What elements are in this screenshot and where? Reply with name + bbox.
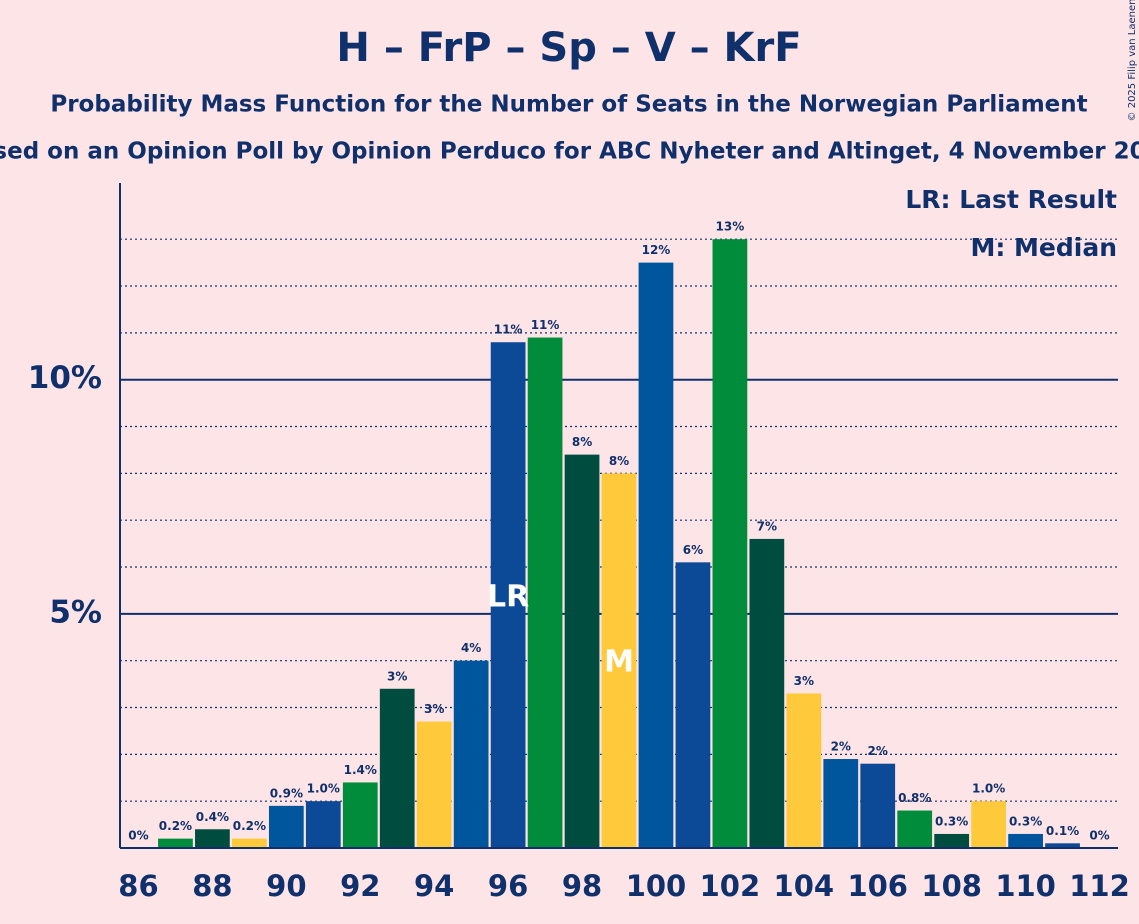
legend-entry: M: Median	[970, 233, 1117, 262]
value-label: 7%	[757, 519, 777, 533]
value-label: 0.3%	[935, 814, 968, 828]
credit: © 2025 Filip van Laenen	[1127, 0, 1138, 121]
bar	[195, 829, 230, 848]
x-tick-label: 104	[774, 869, 835, 903]
bar	[305, 801, 341, 848]
value-label: 11%	[531, 318, 560, 332]
bar	[342, 782, 378, 848]
bar	[490, 342, 526, 848]
x-tick-label: 100	[626, 869, 687, 903]
legend-entry: LR: Last Result	[905, 185, 1117, 214]
value-label: 3%	[387, 669, 407, 683]
x-tick-label: 98	[562, 869, 602, 903]
bar	[897, 810, 933, 848]
bar	[675, 562, 711, 848]
value-label: 13%	[716, 220, 745, 234]
value-label: 0.9%	[270, 786, 303, 800]
value-label: 3%	[794, 674, 814, 688]
bar	[638, 262, 674, 848]
bar	[823, 759, 859, 848]
chart-subtitle: Based on an Opinion Poll by Opinion Perd…	[0, 139, 1139, 165]
bar	[268, 805, 304, 848]
x-tick-label: 102	[700, 869, 761, 903]
x-tick-label: 86	[118, 869, 158, 903]
chart-subtitle: Probability Mass Function for the Number…	[50, 92, 1087, 118]
bar	[749, 538, 785, 848]
value-label: 0.4%	[196, 810, 229, 824]
x-tick-label: 110	[995, 869, 1056, 903]
value-label: 12%	[642, 243, 671, 257]
x-tick-label: 88	[192, 869, 232, 903]
x-tick-label: 106	[847, 869, 908, 903]
bar	[712, 239, 748, 848]
chart-title: H – FrP – Sp – V – KrF	[336, 25, 801, 71]
annotation: M	[604, 645, 634, 680]
bar	[158, 838, 193, 848]
value-label: 0%	[1089, 829, 1109, 843]
value-label: 1.0%	[972, 782, 1005, 796]
bar	[934, 833, 970, 848]
x-tick-label: 90	[266, 869, 306, 903]
y-tick-label: 10%	[28, 360, 102, 396]
bar	[453, 660, 489, 848]
bar	[564, 454, 600, 848]
bar	[1045, 843, 1080, 848]
value-label: 0.3%	[1009, 814, 1042, 828]
bar	[379, 688, 415, 848]
value-label: 0.2%	[159, 819, 192, 833]
bar	[1008, 833, 1043, 848]
x-tick-label: 112	[1069, 869, 1130, 903]
x-tick-label: 94	[414, 869, 454, 903]
value-label: 3%	[424, 702, 444, 716]
y-tick-label: 5%	[49, 594, 102, 630]
bar	[416, 721, 452, 848]
value-label: 8%	[609, 454, 629, 468]
bar	[231, 838, 267, 848]
x-tick-label: 108	[921, 869, 982, 903]
bar	[601, 473, 637, 848]
value-label: 11%	[494, 323, 523, 337]
bar	[786, 693, 822, 848]
bar	[527, 337, 563, 848]
value-label: 1.4%	[344, 763, 377, 777]
value-label: 8%	[572, 435, 592, 449]
value-label: 6%	[683, 543, 703, 557]
value-label: 0%	[128, 829, 148, 843]
value-label: 0.8%	[898, 791, 931, 805]
x-tick-label: 92	[340, 869, 380, 903]
annotation: LR	[487, 580, 529, 615]
value-label: 0.2%	[233, 819, 266, 833]
value-label: 0.1%	[1046, 824, 1079, 838]
value-label: 1.0%	[307, 782, 340, 796]
bar	[860, 763, 896, 848]
bar	[971, 801, 1007, 848]
value-label: 2%	[868, 744, 888, 758]
value-label: 4%	[461, 641, 481, 655]
x-tick-label: 96	[488, 869, 528, 903]
value-label: 2%	[831, 740, 851, 754]
